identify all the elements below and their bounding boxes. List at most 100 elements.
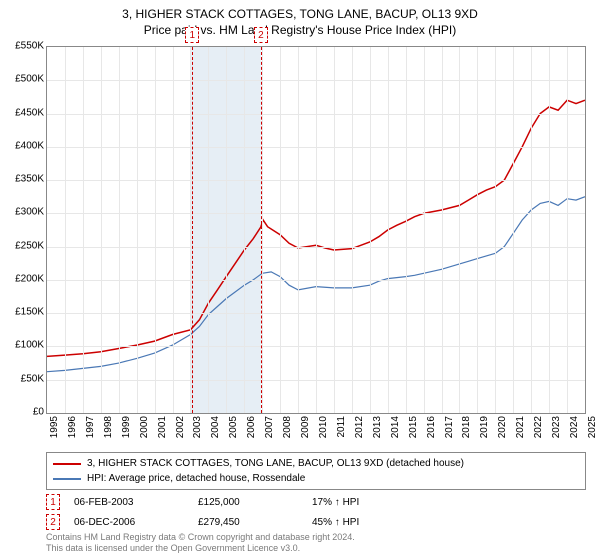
transaction-marker: 2 [254, 27, 268, 43]
gridline-v [83, 47, 84, 413]
legend-swatch-hpi [53, 478, 81, 480]
gridline-v [567, 47, 568, 413]
xtick-label: 1998 [103, 416, 114, 438]
xtick-label: 2002 [175, 416, 186, 438]
xtick-label: 2003 [192, 416, 203, 438]
xtick-label: 2000 [139, 416, 150, 438]
footer-attribution: Contains HM Land Registry data © Crown c… [46, 532, 355, 555]
xtick-label: 2006 [246, 416, 257, 438]
transaction-date: 06-DEC-2006 [74, 517, 184, 528]
xtick-label: 2024 [569, 416, 580, 438]
xtick-label: 2010 [318, 416, 329, 438]
ytick-label: £550K [2, 41, 44, 52]
gridline-v [549, 47, 550, 413]
xtick-label: 2017 [444, 416, 455, 438]
ytick-label: £100K [2, 340, 44, 351]
gridline-v [262, 47, 263, 413]
ytick-label: £150K [2, 307, 44, 318]
xtick-label: 2016 [426, 416, 437, 438]
transaction-dashline [261, 47, 262, 413]
legend-row-hpi: HPI: Average price, detached house, Ross… [53, 471, 579, 486]
gridline-v [316, 47, 317, 413]
transaction-price: £125,000 [198, 497, 298, 508]
transaction-date: 06-FEB-2003 [74, 497, 184, 508]
transaction-pct: 45% ↑ HPI [312, 517, 422, 528]
ytick-label: £450K [2, 107, 44, 118]
xtick-label: 2025 [587, 416, 598, 438]
ytick-label: £350K [2, 174, 44, 185]
legend-label-hpi: HPI: Average price, detached house, Ross… [87, 471, 305, 486]
footer-line2: This data is licensed under the Open Gov… [46, 543, 355, 554]
xtick-label: 2013 [372, 416, 383, 438]
transaction-row: 1 06-FEB-2003 £125,000 17% ↑ HPI [46, 492, 586, 512]
gridline-v [477, 47, 478, 413]
gridline-v [119, 47, 120, 413]
xtick-label: 1997 [85, 416, 96, 438]
xtick-label: 2021 [515, 416, 526, 438]
ytick-label: £0 [2, 407, 44, 418]
xtick-label: 2014 [390, 416, 401, 438]
ytick-label: £500K [2, 74, 44, 85]
xtick-label: 2012 [354, 416, 365, 438]
gridline-v [513, 47, 514, 413]
gridline-v [65, 47, 66, 413]
chart-title-block: 3, HIGHER STACK COTTAGES, TONG LANE, BAC… [0, 0, 600, 38]
transaction-price: £279,450 [198, 517, 298, 528]
gridline-v [155, 47, 156, 413]
chart-plot-area: 12 [46, 46, 586, 414]
transaction-marker: 1 [185, 27, 199, 43]
xtick-label: 2020 [497, 416, 508, 438]
gridline-v [298, 47, 299, 413]
gridline-v [137, 47, 138, 413]
ytick-label: £250K [2, 240, 44, 251]
gridline-v [334, 47, 335, 413]
xtick-label: 2023 [551, 416, 562, 438]
gridline-v [495, 47, 496, 413]
xtick-label: 2004 [210, 416, 221, 438]
legend-row-property: 3, HIGHER STACK COTTAGES, TONG LANE, BAC… [53, 456, 579, 471]
gridline-v [280, 47, 281, 413]
xtick-label: 1995 [49, 416, 60, 438]
transactions-table: 1 06-FEB-2003 £125,000 17% ↑ HPI 2 06-DEC-200… [46, 492, 586, 532]
transaction-pct: 17% ↑ HPI [312, 497, 422, 508]
xtick-label: 2019 [479, 416, 490, 438]
gridline-v [424, 47, 425, 413]
gridline-v [208, 47, 209, 413]
legend-box: 3, HIGHER STACK COTTAGES, TONG LANE, BAC… [46, 452, 586, 490]
xtick-label: 2001 [157, 416, 168, 438]
transaction-row: 2 06-DEC-2006 £279,450 45% ↑ HPI [46, 512, 586, 532]
xtick-label: 1996 [67, 416, 78, 438]
legend-swatch-property [53, 463, 81, 465]
gridline-v [388, 47, 389, 413]
xtick-label: 2005 [228, 416, 239, 438]
transaction-id-badge: 2 [46, 514, 60, 530]
gridline-v [244, 47, 245, 413]
ytick-label: £400K [2, 140, 44, 151]
transaction-dashline [192, 47, 193, 413]
footer-line1: Contains HM Land Registry data © Crown c… [46, 532, 355, 543]
gridline-v [173, 47, 174, 413]
xtick-label: 2007 [264, 416, 275, 438]
xtick-label: 2022 [533, 416, 544, 438]
ytick-label: £200K [2, 273, 44, 284]
gridline-v [406, 47, 407, 413]
transaction-id-badge: 1 [46, 494, 60, 510]
xtick-label: 2008 [282, 416, 293, 438]
gridline-v [531, 47, 532, 413]
xtick-label: 2015 [408, 416, 419, 438]
title-line1: 3, HIGHER STACK COTTAGES, TONG LANE, BAC… [0, 6, 600, 22]
gridline-v [352, 47, 353, 413]
gridline-v [442, 47, 443, 413]
xtick-label: 2009 [300, 416, 311, 438]
ytick-label: £300K [2, 207, 44, 218]
gridline-v [101, 47, 102, 413]
gridline-v [459, 47, 460, 413]
title-line2: Price paid vs. HM Land Registry's House … [0, 22, 600, 38]
xtick-label: 1999 [121, 416, 132, 438]
legend-label-property: 3, HIGHER STACK COTTAGES, TONG LANE, BAC… [87, 456, 464, 471]
gridline-v [226, 47, 227, 413]
xtick-label: 2011 [336, 416, 347, 438]
xtick-label: 2018 [461, 416, 472, 438]
gridline-v [370, 47, 371, 413]
ytick-label: £50K [2, 373, 44, 384]
